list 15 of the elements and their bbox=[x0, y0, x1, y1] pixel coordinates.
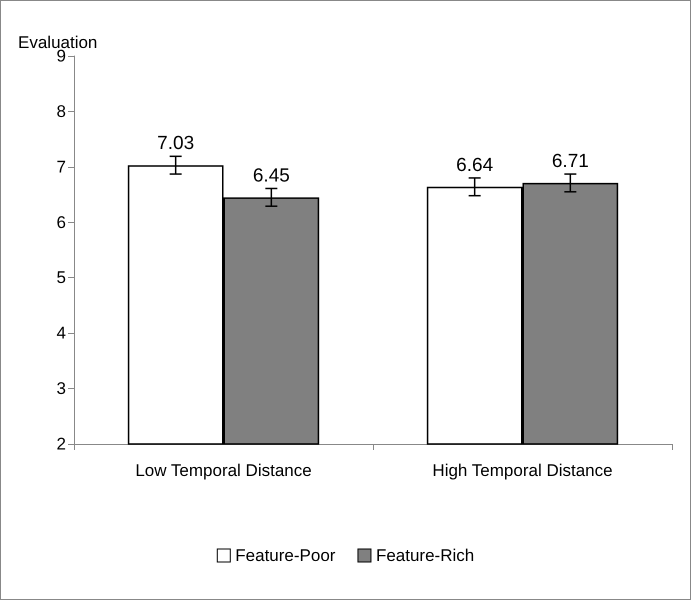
legend-label: Feature-Rich bbox=[376, 546, 474, 565]
y-tick-label: 2 bbox=[56, 434, 66, 454]
y-tick-label: 6 bbox=[56, 212, 66, 232]
y-tick-label: 7 bbox=[56, 157, 66, 176]
x-tick-label: Low Temporal Distance bbox=[135, 461, 312, 480]
data-label: 6.71 bbox=[552, 150, 589, 172]
data-label: 6.64 bbox=[456, 154, 494, 176]
y-tick-label: 8 bbox=[56, 102, 66, 121]
x-tick-label: High Temporal Distance bbox=[432, 461, 613, 480]
y-tick-label: 3 bbox=[56, 379, 66, 398]
y-tick-label: 5 bbox=[56, 268, 66, 288]
data-label: 7.03 bbox=[157, 133, 194, 154]
y-tick-label: 4 bbox=[56, 324, 66, 343]
data-label: 6.45 bbox=[252, 165, 290, 186]
legend-label: Feature-Poor bbox=[235, 546, 336, 565]
